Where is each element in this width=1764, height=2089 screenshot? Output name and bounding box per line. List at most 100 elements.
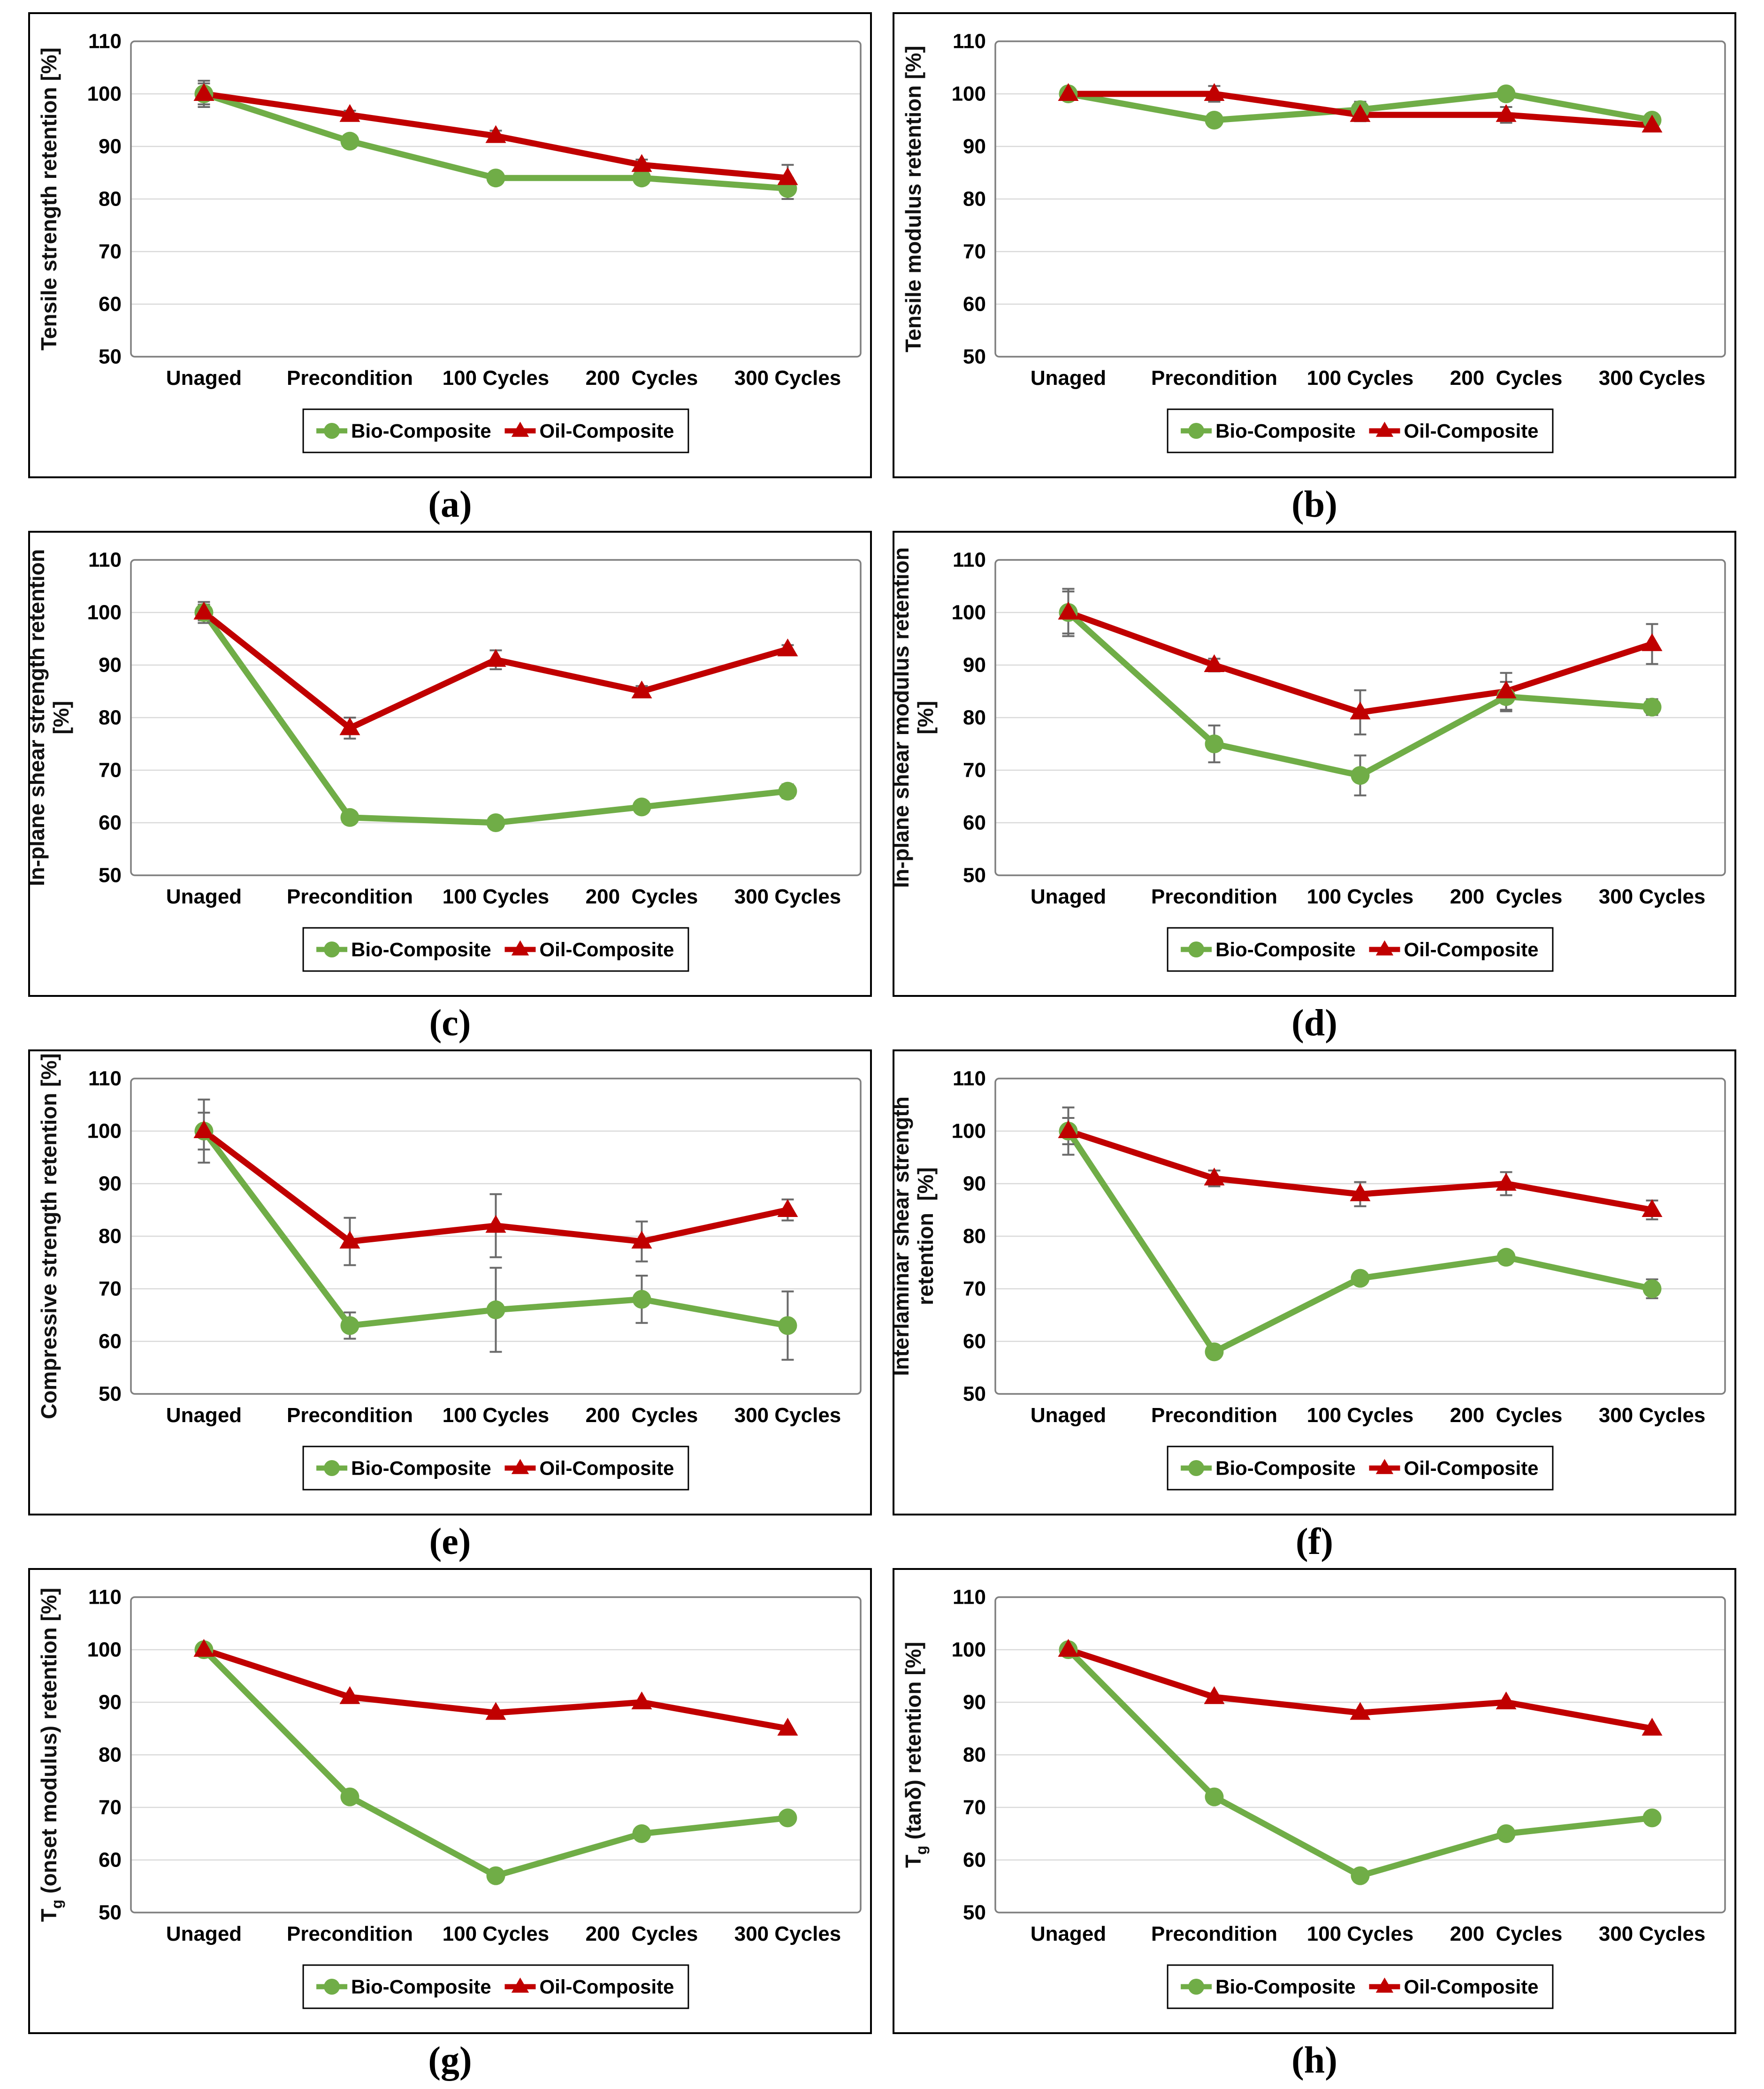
y-axis-title: [%] — [913, 701, 938, 735]
plot-frame — [130, 40, 862, 358]
bio-marker — [632, 797, 651, 817]
oil-marker — [777, 1718, 798, 1736]
oil-marker — [1350, 1183, 1371, 1201]
legend-label: Bio-Composite — [1215, 939, 1356, 961]
legend-oil-marker — [511, 1977, 529, 1993]
bio-marker — [778, 1316, 797, 1335]
bio-marker — [632, 168, 651, 188]
x-tick-label: Unaged — [1031, 1404, 1106, 1427]
oil-marker — [485, 125, 506, 143]
oil-marker — [777, 638, 798, 657]
legend-label: Bio-Composite — [351, 420, 491, 442]
x-tick-label: Precondition — [287, 1922, 413, 1945]
bio-marker — [1205, 1342, 1224, 1362]
y-tick-label: 50 — [963, 1901, 986, 1924]
bio-marker — [340, 1316, 359, 1335]
legend-oil-marker — [511, 421, 529, 437]
x-tick-label: 200 Cycles — [586, 1922, 698, 1945]
x-tick-label: 300 Cycles — [734, 1404, 841, 1427]
oil-marker — [631, 154, 652, 172]
legend-label: Oil-Composite — [1404, 939, 1539, 961]
oil-marker — [631, 1231, 652, 1249]
y-axis-title: [%] — [49, 701, 73, 735]
y-tick-label: 90 — [99, 1172, 122, 1195]
x-tick-label: Unaged — [166, 885, 242, 908]
chart-canvas-h: 50 60 70 80 90 100 110 Unaged Precondition 100 Cy… — [901, 1586, 1726, 2009]
y-tick-label: 70 — [99, 240, 122, 263]
legend-oil-marker — [1375, 1459, 1394, 1474]
y-axis-title: retention [%] — [913, 1167, 938, 1305]
bio-marker — [1351, 1269, 1370, 1288]
y-tick-label: 60 — [963, 293, 986, 316]
x-tick-label: Precondition — [1151, 1404, 1277, 1427]
legend-label: Oil-Composite — [1404, 1976, 1539, 1998]
legend-label: Bio-Composite — [1215, 420, 1356, 442]
oil-marker — [1204, 83, 1225, 101]
chart-panel-g: 50 60 70 80 90 100 110 Unaged Precondition 100 Cy… — [28, 1568, 872, 2034]
x-tick-label: Precondition — [1151, 1922, 1277, 1945]
legend-bio-marker — [324, 1460, 340, 1476]
chart-canvas-e: 50 60 70 80 90 100 110 Unaged Precondition 100 Cy… — [37, 1053, 862, 1491]
plot-frame — [994, 1078, 1726, 1395]
x-tick-label: 100 Cycles — [443, 1922, 550, 1945]
bio-marker — [1205, 735, 1224, 753]
chart-panel-c: 50 60 70 80 90 100 110 Unaged Precondition 100 Cy… — [28, 531, 872, 997]
y-tick-label: 50 — [963, 1383, 986, 1406]
y-tick-label: 80 — [963, 1744, 986, 1767]
oil-marker — [1350, 1702, 1371, 1720]
oil-marker — [1204, 1686, 1225, 1704]
oil-marker — [193, 1639, 214, 1657]
chart-canvas-c: 50 60 70 80 90 100 110 Unaged Precondition 100 Cy… — [30, 549, 862, 972]
legend-bio-marker — [324, 1979, 340, 1995]
y-tick-label: 110 — [953, 1586, 986, 1609]
y-tick-label: 70 — [963, 1278, 986, 1301]
x-tick-label: 200 Cycles — [1450, 367, 1563, 390]
oil-marker — [1350, 701, 1371, 719]
y-tick-label: 90 — [963, 1172, 986, 1195]
y-tick-label: 80 — [99, 1225, 122, 1248]
chart-panel-e: 50 60 70 80 90 100 110 Unaged Precondition 100 Cy… — [28, 1049, 872, 1515]
y-axis-title: In-plane shear strength retention — [30, 549, 49, 886]
y-tick-label: 50 — [99, 1901, 122, 1924]
legend-oil-marker — [511, 1459, 529, 1474]
oil-marker — [777, 1199, 798, 1217]
y-tick-label: 110 — [88, 1586, 122, 1609]
legend-box — [302, 927, 689, 972]
bio-marker — [1642, 1808, 1662, 1828]
legend-label: Bio-Composite — [351, 1976, 491, 1998]
y-tick-label: 90 — [99, 1691, 122, 1714]
y-tick-label: 110 — [88, 30, 122, 53]
oil-marker — [1496, 104, 1517, 122]
x-tick-label: 300 Cycles — [1599, 885, 1706, 908]
x-tick-label: 100 Cycles — [1307, 1404, 1414, 1427]
x-tick-label: 200 Cycles — [1450, 1404, 1563, 1427]
figure-cell-c: 50 60 70 80 90 100 110 Unaged Precondition 100 Cy… — [28, 531, 872, 1049]
legend-bio-marker — [1188, 941, 1205, 957]
legend-oil-marker — [1375, 940, 1394, 956]
y-tick-label: 90 — [963, 135, 986, 158]
y-tick-label: 80 — [963, 706, 986, 729]
legend-label: Oil-Composite — [540, 939, 674, 961]
chart-canvas-b: 50 60 70 80 90 100 110 Unaged Precondition 100 Cy… — [901, 30, 1726, 453]
y-tick-label: 60 — [99, 1330, 122, 1353]
caption-f: (f) — [1296, 1521, 1333, 1562]
chart-panel-h: 50 60 70 80 90 100 110 Unaged Precondition 100 Cy… — [893, 1568, 1736, 2034]
legend-box — [302, 1964, 689, 2009]
y-tick-label: 110 — [88, 1067, 122, 1090]
y-tick-label: 100 — [952, 601, 986, 624]
y-tick-label: 80 — [99, 188, 122, 211]
plot-frame — [130, 1078, 862, 1395]
y-tick-label: 50 — [99, 864, 122, 887]
bio-series-line — [1066, 1647, 1653, 1879]
plot-frame — [994, 1596, 1726, 1913]
oil-marker — [777, 167, 798, 185]
caption-d: (d) — [1291, 1002, 1337, 1044]
oil-marker — [339, 104, 360, 122]
y-axis-title: Tensile strength retention [%] — [37, 47, 61, 351]
bio-marker — [486, 168, 505, 188]
caption-g: (g) — [428, 2039, 472, 2081]
legend-box — [1167, 927, 1554, 972]
chart-panel-a: 50 60 70 80 90 100 110 Unaged Precondition 100 Cy… — [28, 12, 872, 478]
legend-box — [1167, 1964, 1554, 2009]
